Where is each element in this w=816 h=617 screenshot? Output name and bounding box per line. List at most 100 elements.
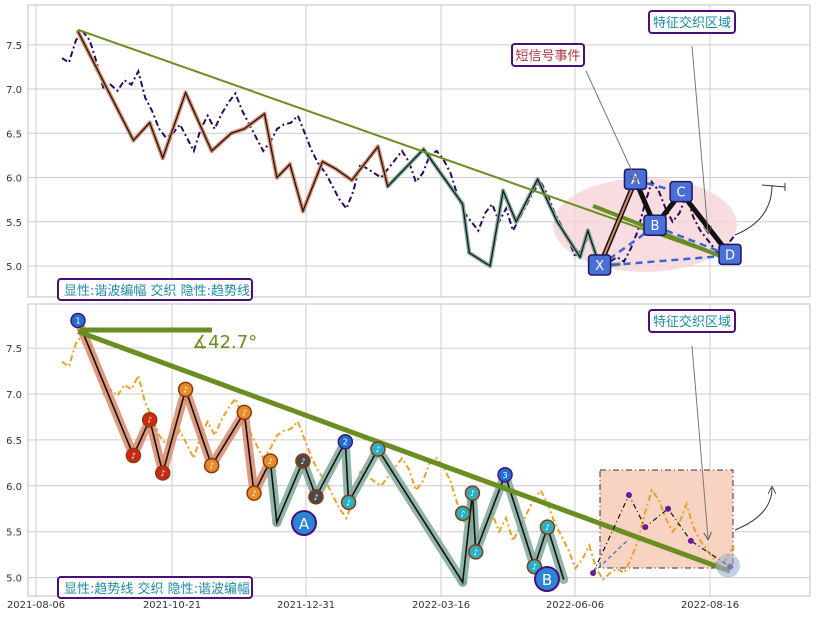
harmonic-marker-circle bbox=[308, 489, 324, 505]
harmonic-marker-label: ♪ bbox=[268, 457, 273, 466]
harmonic-marker: ♪ bbox=[467, 544, 484, 560]
harmonic-marker: ♪ bbox=[295, 453, 311, 469]
harmonic-marker: ♪ bbox=[262, 453, 279, 469]
xa-leg-inner bbox=[598, 179, 637, 267]
trend-line bbox=[77, 329, 731, 574]
harmonic-marker: ♪ bbox=[370, 441, 386, 457]
harmonic-marker-label: ♪ bbox=[375, 445, 380, 454]
x-tick-label: 2022-03-16 bbox=[412, 600, 470, 611]
harmonic-marker-circle bbox=[539, 519, 556, 535]
harmonic-marker: ♪ bbox=[155, 465, 171, 481]
feature-region-arrow-bottom bbox=[691, 345, 708, 538]
bottom-y-tick-labels: 5.0 5.5 6.0 6.5 7.0 7.5 bbox=[6, 344, 22, 585]
projection-target-halo bbox=[716, 553, 740, 578]
harmonic-marker-label: ♪ bbox=[545, 523, 550, 532]
harmonic-marker: ♪ bbox=[539, 519, 556, 535]
harmonic-marker-circle bbox=[155, 465, 171, 481]
harmonic-marker-circle bbox=[262, 453, 279, 469]
x-tick-label: 2022-06-06 bbox=[546, 600, 604, 611]
pattern-point-b: B bbox=[651, 219, 660, 234]
bottom-trend-line bbox=[77, 329, 731, 574]
projection-point bbox=[590, 570, 597, 577]
pattern-point-d-box bbox=[718, 243, 742, 266]
harmonic-marker-label: 2 bbox=[343, 438, 348, 447]
harmonic-marker-circle bbox=[497, 467, 513, 483]
harmonic-marker-label: 1 bbox=[75, 317, 80, 326]
harmonic-marker: ♪ bbox=[125, 447, 142, 464]
y-tick-label: 7.5 bbox=[6, 41, 22, 52]
harmonic-marker-label: ♪ bbox=[532, 563, 537, 572]
harmonic-marker-label: ♪ bbox=[160, 469, 165, 478]
harmonic-marker: ♪ bbox=[454, 505, 471, 522]
x-tick-label: 2022-08-16 bbox=[681, 600, 739, 611]
top-projection-mark bbox=[761, 183, 786, 191]
harmonic-marker-label: ♪ bbox=[300, 457, 305, 466]
x-tick-label: 2021-08-06 bbox=[7, 600, 65, 611]
harmonic-marker-circle bbox=[464, 485, 481, 501]
bd-dashed bbox=[654, 225, 731, 257]
feature-region-arrow-top bbox=[691, 45, 708, 232]
harmonic-marker-circle bbox=[295, 453, 311, 469]
harmonic-marker: ♪ bbox=[236, 404, 253, 421]
harmonic-marker-label: ♪ bbox=[473, 548, 478, 557]
pivot-b-label: B bbox=[542, 571, 552, 589]
projection-point bbox=[665, 505, 672, 512]
bottom-legend-text: 显性:趋势线 交织 隐性:谐波编幅 bbox=[64, 581, 250, 597]
pattern-point-x-box bbox=[587, 254, 612, 276]
harmonic-marker-circle bbox=[70, 312, 86, 329]
pattern-point-c: C bbox=[677, 186, 686, 201]
harmonic-marker: ♪ bbox=[246, 485, 262, 501]
x-tick-labels: 2021-08-06 2021-10-21 2021-12-31 2022-03-16… bbox=[7, 600, 739, 611]
harmonic-marker-label: ♪ bbox=[131, 452, 136, 461]
harmonic-marker-label: ♪ bbox=[147, 416, 152, 425]
top-projection-arrow bbox=[734, 184, 773, 236]
short-signal-arrow bbox=[585, 70, 636, 180]
pivot-a-label: A bbox=[299, 515, 310, 533]
harmonic-marker-circle bbox=[125, 447, 142, 464]
pattern-point-x: X bbox=[595, 259, 604, 274]
pattern-point-a: A bbox=[631, 173, 640, 188]
y-tick-label: 7.0 bbox=[6, 85, 22, 96]
feature-region-badge-top: 特征交织区域 bbox=[653, 15, 731, 31]
bottom-wave-series bbox=[73, 316, 569, 587]
pattern-point-d: D bbox=[725, 248, 735, 263]
projection-point bbox=[625, 491, 632, 498]
feature-region-badge-bottom-box bbox=[648, 309, 736, 333]
harmonic-marker-label: ♪ bbox=[470, 489, 475, 498]
projection-point bbox=[642, 524, 649, 531]
harmonic-marker-label: ♪ bbox=[313, 493, 318, 502]
x-tick-label: 2021-10-21 bbox=[143, 600, 201, 611]
short-signal-badge: 短信号事件 bbox=[515, 49, 580, 64]
harmonic-marker: 2 bbox=[337, 433, 354, 450]
harmonic-marker: ♪ bbox=[203, 457, 220, 474]
y-tick-label: 6.0 bbox=[6, 174, 22, 185]
top-legend-box bbox=[57, 278, 253, 301]
harmonic-marker-label: ♪ bbox=[346, 498, 351, 507]
bottom-legend-box bbox=[57, 576, 253, 599]
harmonic-marker-label: ♪ bbox=[460, 509, 465, 518]
harmonic-marker-circle bbox=[203, 457, 220, 474]
angle-label: ∡42.7° bbox=[192, 332, 257, 353]
harmonic-marker-label: ♪ bbox=[209, 462, 214, 471]
x-tick-label: 2021-12-31 bbox=[277, 600, 335, 611]
harmonic-marker: 1 bbox=[70, 312, 86, 329]
y-tick-label: 6.5 bbox=[6, 436, 22, 447]
pivot-b-marker bbox=[534, 566, 560, 592]
pivot-a-marker bbox=[291, 510, 317, 536]
harmonic-marker-label: ♪ bbox=[183, 385, 188, 394]
y-tick-label: 5.0 bbox=[6, 574, 22, 585]
harmonic-marker-label: ♪ bbox=[242, 408, 247, 417]
y-tick-label: 7.0 bbox=[6, 390, 22, 401]
y-tick-label: 5.0 bbox=[6, 262, 22, 273]
projection-line bbox=[592, 493, 731, 574]
y-tick-label: 6.0 bbox=[6, 482, 22, 493]
harmonic-marker-circle bbox=[454, 505, 471, 522]
harmonic-marker: ♪ bbox=[464, 485, 481, 501]
harmonic-marker: 3 bbox=[497, 467, 513, 483]
top-wave-series bbox=[76, 29, 622, 269]
trend-line bbox=[77, 28, 731, 261]
top-price-series bbox=[61, 29, 736, 270]
top-y-tick-labels: 5.0 5.5 6.0 6.5 7.0 7.5 bbox=[6, 41, 22, 273]
wave-line bbox=[77, 320, 565, 585]
